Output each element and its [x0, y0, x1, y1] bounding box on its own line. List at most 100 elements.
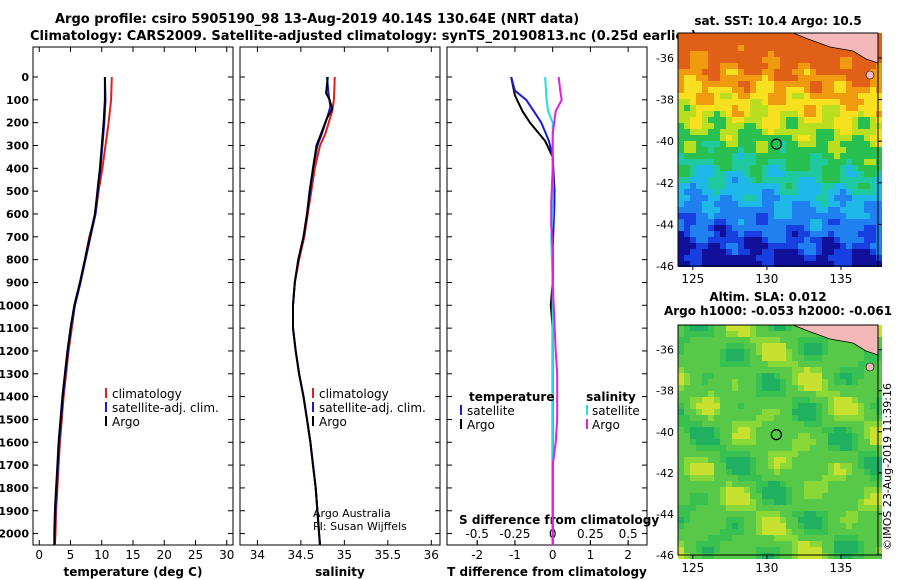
map-cell: [810, 261, 816, 267]
map-cell: [738, 243, 744, 249]
map-y-tick-label: -42: [656, 177, 674, 190]
map-cell: [798, 337, 804, 343]
map-cell: [696, 385, 702, 391]
map-cell: [774, 123, 780, 129]
map-cell: [726, 553, 732, 559]
map-cell: [816, 81, 822, 87]
x-tick-label: 0: [35, 548, 43, 562]
map-cell: [858, 469, 864, 475]
map-cell: [864, 457, 870, 463]
map-cell: [678, 183, 684, 189]
map-cell: [738, 403, 744, 409]
map-cell: [828, 75, 834, 81]
map-cell: [768, 237, 774, 243]
map-cell: [876, 201, 882, 207]
map-cell: [822, 249, 828, 255]
map-cell: [720, 153, 726, 159]
map-cell: [738, 105, 744, 111]
map-cell: [846, 123, 852, 129]
map-cell: [678, 63, 684, 69]
map-cell: [816, 343, 822, 349]
map-cell: [726, 177, 732, 183]
map-cell: [732, 451, 738, 457]
map-cell: [834, 207, 840, 213]
map-cell: [804, 87, 810, 93]
map-cell: [678, 553, 684, 559]
map-cell: [852, 445, 858, 451]
map-cell: [780, 87, 786, 93]
map-cell: [684, 45, 690, 51]
map-cell: [684, 397, 690, 403]
map-cell: [792, 123, 798, 129]
map-cell: [756, 57, 762, 63]
map-cell: [804, 105, 810, 111]
map-cell: [696, 553, 702, 559]
map-cell: [732, 177, 738, 183]
map-cell: [852, 433, 858, 439]
map-cell: [720, 385, 726, 391]
map-cell: [684, 75, 690, 81]
map-cell: [726, 373, 732, 379]
map-cell: [714, 475, 720, 481]
map-cell: [702, 463, 708, 469]
map-cell: [858, 57, 864, 63]
map-cell: [864, 517, 870, 523]
map-cell: [804, 213, 810, 219]
map-cell: [744, 57, 750, 63]
map-cell: [804, 159, 810, 165]
map-cell: [756, 529, 762, 535]
map-cell: [876, 361, 882, 367]
map-cell: [858, 409, 864, 415]
map-cell: [798, 445, 804, 451]
map-cell: [678, 93, 684, 99]
map-cell: [762, 391, 768, 397]
map-cell: [714, 553, 720, 559]
map-cell: [840, 367, 846, 373]
map-cell: [708, 93, 714, 99]
map-cell: [678, 75, 684, 81]
map-cell: [864, 159, 870, 165]
map-cell: [756, 361, 762, 367]
map-cell: [738, 445, 744, 451]
map-cell: [678, 361, 684, 367]
map-cell: [702, 117, 708, 123]
map-cell: [768, 171, 774, 177]
map-cell: [780, 213, 786, 219]
map-cell: [804, 385, 810, 391]
map-cell: [714, 243, 720, 249]
map-cell: [732, 535, 738, 541]
map-cell: [762, 213, 768, 219]
map-cell: [846, 409, 852, 415]
map-cell: [822, 439, 828, 445]
map-cell: [702, 355, 708, 361]
map-cell: [810, 207, 816, 213]
map-cell: [756, 219, 762, 225]
map-cell: [852, 57, 858, 63]
map-cell: [696, 367, 702, 373]
map-cell: [720, 349, 726, 355]
map-cell: [702, 237, 708, 243]
map-cell: [780, 409, 786, 415]
map-cell: [762, 553, 768, 559]
map-cell: [696, 63, 702, 69]
map-cell: [798, 481, 804, 487]
map-cell: [714, 421, 720, 427]
map-cell: [690, 243, 696, 249]
map-cell: [822, 165, 828, 171]
map-cell: [852, 51, 858, 57]
map-cell: [678, 535, 684, 541]
map-cell: [870, 99, 876, 105]
map-cell: [768, 379, 774, 385]
map-cell: [840, 153, 846, 159]
map-cell: [744, 373, 750, 379]
map-cell: [786, 373, 792, 379]
map-cell: [684, 147, 690, 153]
map-cell: [690, 135, 696, 141]
map-cell: [738, 195, 744, 201]
map-cell: [768, 427, 774, 433]
map-cell: [726, 129, 732, 135]
map-cell: [762, 45, 768, 51]
map-cell: [750, 433, 756, 439]
map-cell: [756, 523, 762, 529]
map-cell: [768, 39, 774, 45]
